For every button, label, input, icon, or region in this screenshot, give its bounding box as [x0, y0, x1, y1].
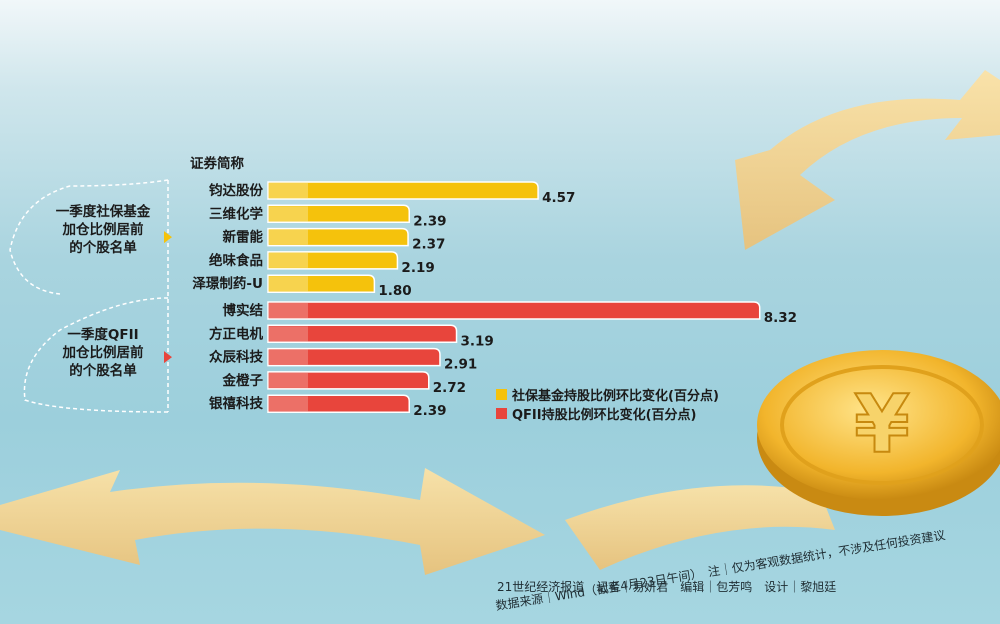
value-label: 3.19: [461, 333, 494, 349]
bar-highlight: [268, 183, 308, 198]
value-label: 1.80: [378, 283, 411, 299]
group-label-line: 加仓比例居前: [62, 222, 144, 238]
bar-highlight: [268, 303, 308, 318]
bar: [267, 227, 409, 247]
value-label: 2.39: [413, 403, 446, 419]
bar-highlight: [268, 276, 308, 292]
group-arrow-icon: [164, 351, 172, 364]
bar: [267, 371, 430, 390]
value-label: 2.39: [413, 213, 446, 229]
legend-swatch-qfii: [496, 408, 507, 419]
bar-highlight: [268, 372, 308, 388]
bar-highlight: [268, 396, 308, 412]
yuan-symbol: ¥: [854, 378, 910, 471]
group-label-line: 的个股名单: [69, 240, 137, 256]
group-label-line: 加仓比例居前: [62, 345, 144, 361]
yuan-coin: [757, 350, 1000, 500]
arrow-top-right: [735, 70, 1000, 250]
bar-highlight: [268, 206, 308, 222]
bar-highlight: [268, 326, 308, 342]
bar: [267, 394, 410, 413]
group-label-line: 一季度社保基金: [55, 204, 151, 220]
bar: [267, 347, 441, 367]
bar-highlight: [268, 252, 308, 268]
category-label: 三维化学: [209, 205, 263, 222]
footer-credits: 21世纪经济报道 记者｜易妍君 编辑｜包芳鸣 设计｜黎旭廷: [497, 580, 837, 594]
value-label: 2.91: [444, 357, 477, 373]
category-label: 银禧科技: [209, 395, 263, 412]
legend-swatch-social-fund: [496, 389, 507, 400]
category-label: 泽璟制药-U: [192, 275, 263, 292]
group-arrow-icon: [164, 231, 172, 244]
bar: [267, 274, 376, 293]
bar: [267, 251, 399, 270]
group-label-qfii: 一季度QFII 加仓比例居前 的个股名单: [48, 326, 158, 380]
category-label: 钧达股份: [209, 182, 263, 199]
bar: [267, 324, 458, 344]
legend-label-social-fund: 社保基金持股比例环比变化(百分点): [512, 389, 719, 404]
legend-label-qfii: QFII持股比例环比变化(百分点): [512, 408, 697, 423]
value-label: 2.37: [412, 237, 445, 253]
bar-highlight: [268, 229, 308, 245]
category-label: 博实结: [223, 302, 264, 319]
bar: [267, 301, 761, 320]
group-label-social-fund: 一季度社保基金 加仓比例居前 的个股名单: [48, 203, 158, 257]
value-label: 2.72: [433, 380, 466, 396]
bar: [267, 204, 410, 224]
category-label: 众辰科技: [209, 349, 263, 366]
category-label: 绝味食品: [209, 252, 263, 269]
group-bracket-1: [9, 179, 169, 295]
bar-highlight: [268, 349, 308, 365]
group-bracket-2: [23, 297, 169, 413]
category-label: 新雷能: [223, 229, 264, 246]
value-label: 4.57: [542, 190, 575, 206]
category-label: 方正电机: [209, 325, 263, 342]
group-label-line: 一季度QFII: [67, 327, 139, 343]
bar: [267, 181, 539, 200]
group-label-line: 的个股名单: [69, 363, 137, 379]
value-label: 2.19: [401, 260, 434, 276]
column-header: 证券简称: [190, 156, 244, 172]
category-label: 金橙子: [222, 372, 264, 389]
arrow-bottom-right: [565, 485, 835, 570]
value-label: 8.32: [764, 310, 797, 326]
arrow-bottom-left: [0, 468, 545, 575]
